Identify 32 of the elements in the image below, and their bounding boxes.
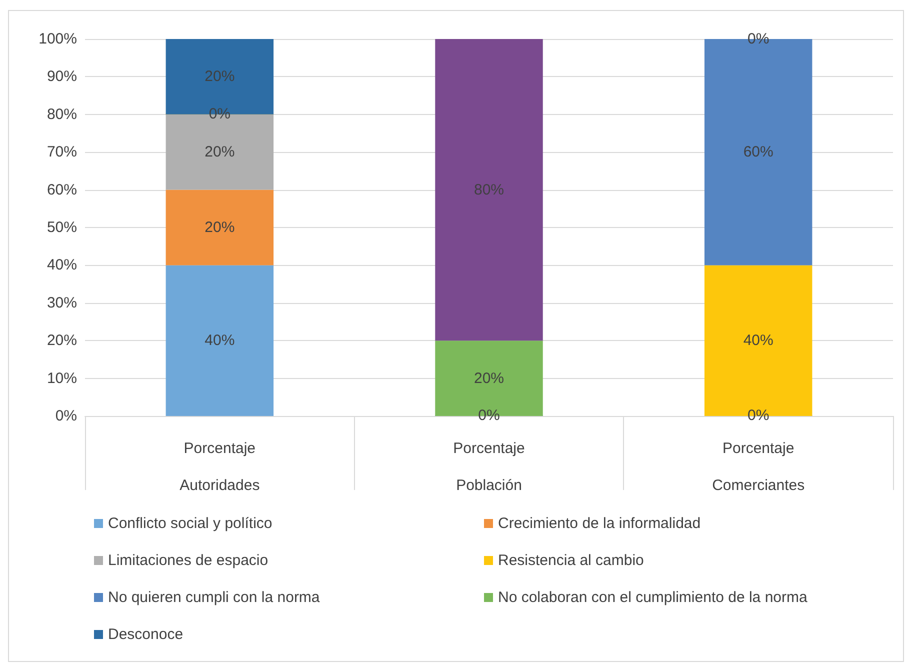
y-tick-label: 90% <box>46 68 77 86</box>
legend-label: Desconoce <box>108 626 184 643</box>
legend-label: Resistencia al cambio <box>498 552 644 569</box>
data-label: 20% <box>474 370 504 387</box>
data-label: 20% <box>204 219 235 236</box>
category-label: Porcentaje Comerciantes <box>712 440 805 494</box>
legend-label: Conflicto social y político <box>108 515 272 532</box>
data-label: 40% <box>204 332 235 350</box>
data-label: 20% <box>204 68 235 86</box>
data-label: 40% <box>743 332 774 350</box>
y-tick-label: 100% <box>38 30 77 48</box>
category-label: Porcentaje Autoridades <box>180 440 260 494</box>
bar <box>166 190 274 266</box>
y-tick-label: 70% <box>46 144 77 161</box>
y-tick-label: 40% <box>46 256 77 274</box>
data-label: 80% <box>474 181 504 198</box>
y-tick-label: 50% <box>46 219 77 236</box>
legend-label: No colaboran con el cumplimiento de la norma <box>498 589 808 606</box>
y-tick-label: 80% <box>46 106 77 123</box>
bar <box>166 265 274 416</box>
data-label: 20% <box>204 144 235 161</box>
y-tick-label: 10% <box>46 370 77 387</box>
y-tick-label: 30% <box>46 294 77 312</box>
category-label: Porcentaje Población <box>453 440 525 494</box>
y-tick-label: 60% <box>46 181 77 198</box>
data-label: 60% <box>743 144 774 161</box>
y-tick-label: 0% <box>55 408 77 424</box>
bar <box>435 39 543 341</box>
legend-label: No quieren cumpli con la norma <box>108 589 320 606</box>
legend-label: Crecimiento de la informalidad <box>498 515 701 532</box>
legend-label: Limitaciones de espacio <box>108 552 268 569</box>
y-tick-label: 20% <box>46 332 77 350</box>
